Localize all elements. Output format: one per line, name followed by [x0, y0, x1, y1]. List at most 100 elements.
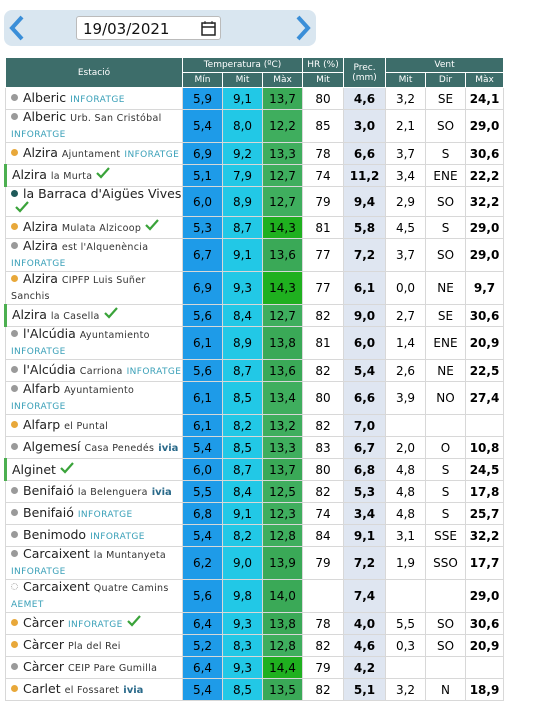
gust-cell: 25,7	[465, 502, 504, 525]
station-cell: Algemesí Casa Penedés ivia	[5, 436, 183, 459]
header: Mit	[222, 72, 263, 88]
gust-cell: 32,2	[465, 186, 504, 217]
prec-cell: 5,1	[343, 678, 386, 701]
station-detail: Ajuntament	[61, 148, 121, 160]
header: Mit	[385, 72, 426, 88]
dir-cell: SO	[425, 186, 466, 217]
network-badge: INFORATGE	[90, 531, 145, 542]
wind-cell: 3,7	[385, 238, 426, 272]
station-cell: Alzira CIPFP Luis Suñer Sanchis	[5, 271, 183, 305]
dir-cell: SO	[425, 238, 466, 272]
gust-cell: 29,0	[465, 109, 504, 143]
max-cell: 13,7	[262, 87, 303, 110]
header: Prec. (mm)	[343, 57, 386, 88]
station-cell: Benifaió la Belenguera ivia	[5, 480, 183, 503]
station-cell: Carcaixent Quatre Camins AEMET	[5, 579, 183, 613]
gust-cell: 30,6	[465, 142, 504, 165]
header: Vent	[385, 57, 504, 73]
mit-cell: 8,2	[222, 414, 263, 437]
header: Màx	[262, 72, 303, 88]
gust-cell: 30,6	[465, 612, 504, 635]
wind-cell: 2,9	[385, 186, 426, 217]
dir-cell: SE	[425, 304, 466, 327]
min-cell: 6,0	[182, 186, 223, 217]
station-name: l'Alcúdia	[23, 326, 76, 341]
station-detail: la Muntanyeta	[93, 550, 166, 561]
station-cell: Alfarp el Puntal	[5, 414, 183, 437]
marker	[11, 442, 18, 450]
station-detail: Carriona	[79, 365, 123, 377]
hr-cell: 80	[302, 458, 344, 481]
max-cell: 12,7	[262, 304, 303, 327]
station-cell: Alfarb Ayuntamiento INFORATGE	[5, 381, 183, 415]
wind-cell: 2,1	[385, 109, 426, 143]
wind-cell	[385, 414, 426, 437]
station-row: Carcaixent Quatre Camins AEMET 5,6 9,8 14,0…	[5, 579, 504, 613]
wind-cell: 4,5	[385, 216, 426, 239]
station-row: Alzira est l'Alquenència INFORATGE 6,7 9,1…	[5, 238, 504, 272]
min-cell: 5,6	[182, 359, 223, 382]
dir-cell: S	[425, 502, 466, 525]
station-row: Alzira Mulata Alzicoop 5,3 8,7 14,3 81 5,8 4,5…	[5, 216, 504, 239]
hr-cell: 83	[302, 436, 344, 459]
hr-cell: 82	[302, 634, 344, 657]
dir-cell: S	[425, 458, 466, 481]
network-badge: INFORATGE	[77, 509, 133, 520]
dir-cell: SE	[425, 87, 466, 110]
network-badge: INFORATGE	[67, 620, 123, 630]
station-cell: Alzira Mulata Alzicoop	[5, 216, 183, 239]
marker	[11, 113, 18, 120]
max-cell: 13,5	[262, 678, 303, 701]
station-detail: la Belenguera	[77, 486, 148, 498]
prec-cell: 9,1	[343, 524, 386, 547]
gust-cell: 22,5	[465, 359, 504, 382]
network-badge: INFORATGE	[11, 259, 66, 269]
min-cell: 5,6	[182, 304, 223, 327]
min-cell: 6,1	[182, 414, 223, 437]
station-row: Alberic Urb. San Cristóbal INFORATGE 5,4 8…	[5, 109, 504, 143]
gust-cell: 24,5	[465, 458, 504, 481]
hr-cell: 78	[302, 142, 344, 165]
station-cell: l'Alcúdia Ayuntamiento INFORATGE	[5, 326, 183, 360]
calendar-icon[interactable]	[201, 21, 216, 36]
header: Màx	[465, 72, 504, 88]
header: Mín	[182, 72, 223, 88]
gust-cell: 17,8	[465, 480, 504, 503]
max-cell: 14,3	[262, 271, 303, 305]
mit-cell: 8,7	[222, 458, 263, 481]
date-input[interactable]: 19/03/2021	[76, 16, 221, 40]
station-cell: Alginet	[4, 458, 183, 481]
station-cell: Benimodo INFORATGE	[5, 524, 183, 547]
station-cell: Càrcer Pla del Rei	[5, 634, 183, 657]
marker	[11, 508, 18, 516]
hr-cell: 77	[302, 238, 344, 272]
max-cell: 13,2	[262, 414, 303, 437]
next-day[interactable]	[294, 14, 312, 42]
hr-cell: 82	[302, 678, 344, 701]
min-cell: 6,9	[182, 142, 223, 165]
gust-cell: 20,9	[465, 326, 504, 360]
station-row: Benifaió la Belenguera ivia 5,5 8,4 12,5 82 5…	[5, 480, 504, 503]
wind-cell: 1,4	[385, 326, 426, 360]
station-detail: Ayuntamiento	[79, 330, 150, 341]
station-cell: Alberic Urb. San Cristóbal INFORATGE	[5, 109, 183, 143]
prec-cell: 9,0	[343, 304, 386, 327]
min-cell: 6,4	[182, 612, 223, 635]
marker	[11, 93, 18, 101]
wind-cell: 4,8	[385, 480, 426, 503]
gust-cell: 18,9	[465, 678, 504, 701]
mit-cell: 9,2	[222, 142, 263, 165]
station-row: Benimodo INFORATGE 5,4 8,2 12,8 84 9,1 3,1 SSE 3…	[5, 524, 504, 547]
check-icon	[96, 167, 111, 179]
prec-cell: 11,2	[343, 164, 386, 187]
min-cell: 5,5	[182, 480, 223, 503]
marker	[11, 330, 18, 337]
marker	[11, 530, 18, 538]
gust-cell: 24,1	[465, 87, 504, 110]
wind-cell: 3,2	[385, 678, 426, 701]
max-cell: 13,6	[262, 359, 303, 382]
wind-cell: 0,0	[385, 271, 426, 305]
prev-day[interactable]	[8, 14, 26, 42]
mit-cell: 9,1	[222, 502, 263, 525]
station-name: Alfarp	[23, 416, 61, 432]
